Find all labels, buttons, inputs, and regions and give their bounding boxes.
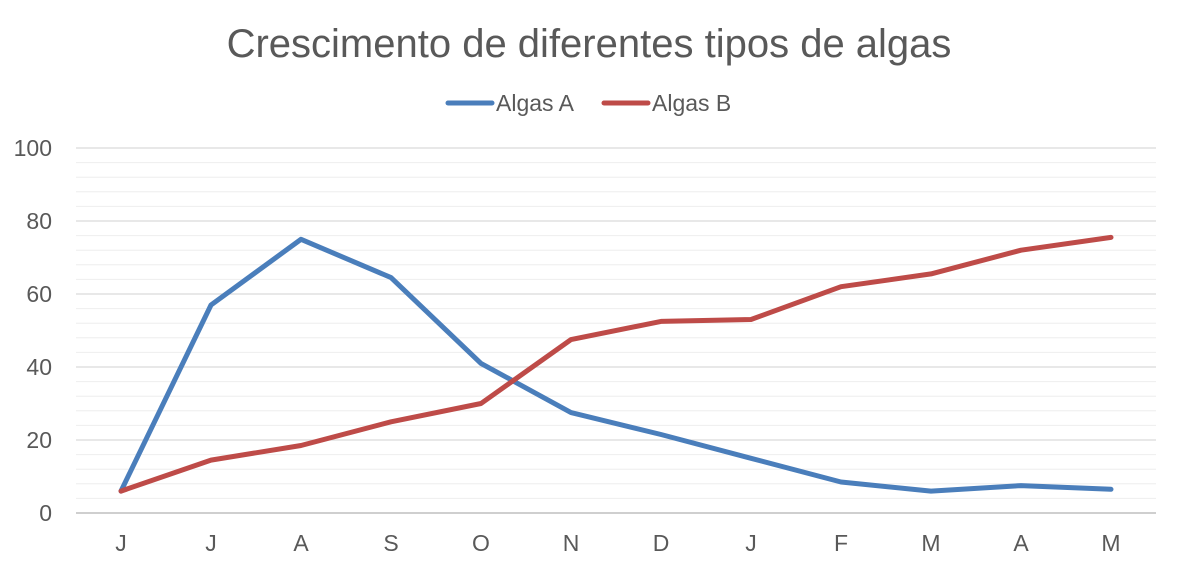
y-tick-label: 60 xyxy=(26,281,52,307)
y-tick-label: 20 xyxy=(26,427,52,453)
legend-label: Algas B xyxy=(652,90,731,116)
major-gridlines xyxy=(76,147,1156,514)
chart-title: Crescimento de diferentes tipos de algas xyxy=(227,22,952,66)
x-tick-label: S xyxy=(383,530,398,556)
series-lines xyxy=(118,234,1114,494)
x-tick-label: J xyxy=(745,530,757,556)
series-line-algas-b xyxy=(118,234,1114,494)
y-axis-tick-labels: 0 20 40 60 80 100 xyxy=(14,135,52,526)
x-tick-label: M xyxy=(921,530,940,556)
y-tick-label: 40 xyxy=(26,354,52,380)
x-tick-label: F xyxy=(834,530,848,556)
y-tick-label: 80 xyxy=(26,208,52,234)
legend: Algas A Algas B xyxy=(445,90,731,116)
y-tick-label: 100 xyxy=(14,135,52,161)
y-tick-label: 0 xyxy=(39,500,52,526)
x-tick-label: N xyxy=(563,530,580,556)
x-tick-label: D xyxy=(653,530,670,556)
x-tick-label: M xyxy=(1101,530,1120,556)
x-tick-label: O xyxy=(472,530,490,556)
x-tick-label: J xyxy=(205,530,217,556)
x-tick-label: A xyxy=(293,530,309,556)
series-line-algas-a xyxy=(118,236,1114,494)
legend-label: Algas A xyxy=(496,90,575,116)
x-tick-label: A xyxy=(1013,530,1029,556)
x-tick-label: J xyxy=(115,530,127,556)
